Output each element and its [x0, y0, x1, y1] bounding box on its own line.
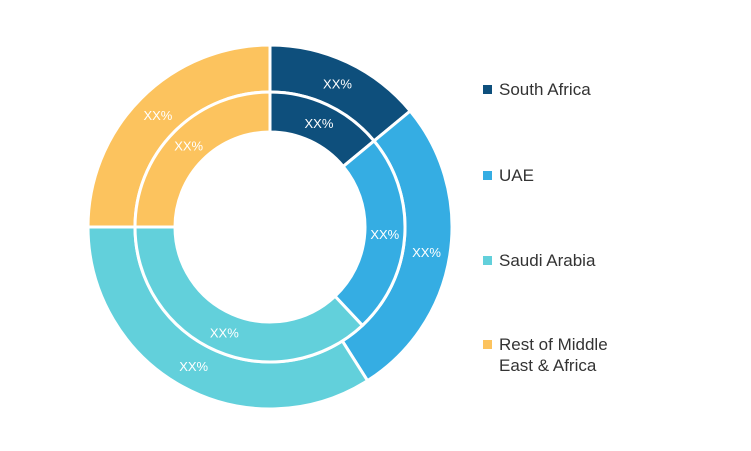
legend-item-south-africa: South Africa — [483, 79, 591, 100]
outer-slice-label: XX% — [179, 359, 208, 374]
legend-swatch — [483, 256, 492, 265]
legend-label: UAE — [499, 166, 534, 185]
legend-item-rest-of-middle-east-africa: Rest of Middle East & Africa — [483, 334, 608, 376]
legend-swatch — [483, 85, 492, 94]
legend-swatch — [483, 171, 492, 180]
inner-slice-saudi-arabia — [133, 225, 365, 364]
legend-label: Saudi Arabia — [499, 251, 596, 270]
legend-label: Rest of Middle East & Africa — [499, 335, 608, 375]
legend-label: South Africa — [499, 80, 591, 99]
outer-slice-label: XX% — [412, 245, 441, 260]
outer-slice-label: XX% — [323, 77, 352, 92]
inner-slice-label: XX% — [305, 116, 334, 131]
legend-item-saudi-arabia: Saudi Arabia — [483, 250, 595, 271]
inner-slice-label: XX% — [210, 326, 239, 341]
legend-swatch — [483, 340, 492, 349]
inner-slice-label: XX% — [174, 139, 203, 154]
outer-slice-label: XX% — [143, 108, 172, 123]
legend-item-uae: UAE — [483, 165, 534, 186]
inner-slice-rest-of-middle-east-africa — [133, 90, 272, 229]
inner-slice-label: XX% — [370, 227, 399, 242]
chart-legend: South Africa UAE Saudi Arabia Rest of Mi… — [483, 0, 743, 451]
donut-chart: XX% XX% XX% XX% XX% XX% XX% XX% — [86, 43, 454, 411]
